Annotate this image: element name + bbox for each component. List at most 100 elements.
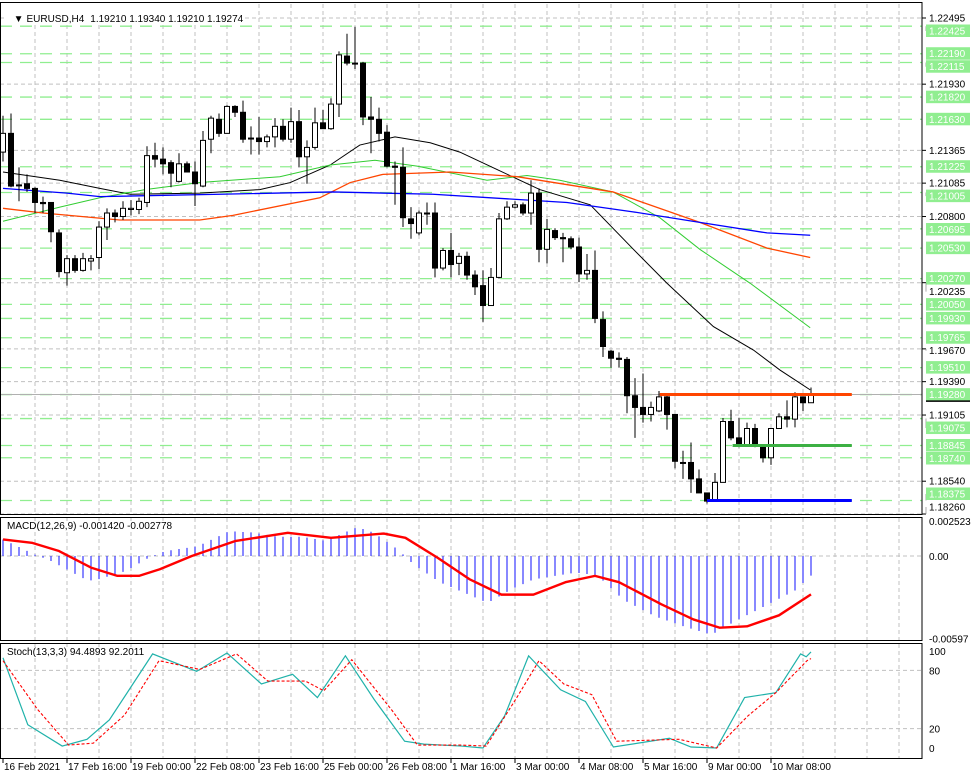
bull-candle-body — [512, 204, 518, 208]
price-level-label-bg — [926, 298, 970, 311]
support-resistance-lines[interactable] — [659, 393, 852, 503]
bear-candle-body — [72, 258, 78, 271]
bear-candle-body — [256, 137, 262, 143]
bear-candle-body — [24, 183, 30, 189]
bear-candle-body — [152, 155, 158, 160]
bull-candle-body — [680, 461, 686, 464]
bear-candle-body — [448, 249, 454, 266]
price-level-label: 1.20695 — [929, 225, 966, 236]
bear-candle-body — [600, 319, 606, 348]
bull-candle-body — [352, 62, 358, 65]
stoch-axis-label: 20 — [929, 725, 941, 736]
bear-candle-body — [344, 55, 350, 64]
bear-candle-body — [232, 105, 238, 113]
bear-candle-body — [760, 445, 766, 459]
bull-candle-body — [248, 137, 254, 140]
bear-candle-body — [184, 163, 190, 173]
bull-candle-body — [336, 54, 342, 105]
bull-candle-body — [304, 146, 310, 158]
price-tick-label: 1.20235 — [929, 287, 966, 298]
bull-candle-body — [744, 428, 750, 447]
bear-candle-body — [56, 232, 62, 273]
price-tick-label: 1.22495 — [929, 14, 966, 25]
bear-candle-body — [296, 121, 302, 158]
price-level-label: 1.19930 — [929, 314, 966, 325]
bull-candle-body — [712, 481, 718, 502]
bull-candle-body — [224, 105, 230, 134]
price-level-label-bg — [926, 388, 970, 401]
price-level-label-bg — [926, 241, 970, 255]
bear-candle-body — [616, 357, 622, 360]
bear-candle-body — [192, 171, 198, 185]
stoch-signal-line — [2, 653, 812, 749]
macd-axis-label: 0.00 — [929, 552, 949, 563]
bull-candle-body — [136, 200, 142, 210]
bull-candle-body — [120, 207, 126, 218]
macd-axis-label: -0.00597 — [929, 634, 969, 645]
menu-arrow-icon[interactable]: ▼ — [13, 14, 24, 25]
bear-candle-body — [536, 192, 542, 250]
price-level-label: 1.22115 — [929, 62, 965, 73]
price-level-label-bg — [926, 223, 970, 236]
price-level-label-bg — [926, 24, 970, 37]
bull-candle-body — [96, 226, 102, 259]
price-tick-label: 1.21930 — [929, 80, 966, 91]
bull-candle-body — [272, 125, 278, 138]
price-level-label: 1.22190 — [929, 49, 966, 60]
bull-candle-body — [808, 394, 814, 404]
bull-candle-body — [104, 212, 110, 228]
ma-orange-line — [2, 171, 811, 259]
price-axis[interactable]: 0.002523 0.00 -0.00597 100 80 20 0 1.22495 1.224… — [922, 14, 971, 756]
symbol-label: EURUSD,H4 — [26, 14, 85, 25]
price-level-label-bg — [926, 272, 970, 285]
time-label: 23 Feb 16:00 — [260, 762, 319, 773]
bull-candle-body — [424, 212, 430, 215]
bear-candle-body — [480, 285, 486, 307]
price-level-label: 1.22425 — [929, 27, 966, 38]
bear-candle-body — [48, 201, 54, 233]
bear-candle-body — [400, 166, 406, 219]
bull-candle-body — [768, 428, 774, 459]
bull-candle-body — [88, 258, 94, 262]
candles — [0, 26, 814, 504]
price-tick-label: 1.19670 — [929, 346, 966, 357]
price-tick-label: 1.18260 — [929, 503, 966, 514]
price-level-label: 1.19765 — [929, 333, 966, 344]
panel-frame — [0, 643, 923, 759]
price-tick-label: 1.21085 — [929, 179, 966, 190]
bull-candle-body — [144, 155, 150, 203]
panel-frame — [0, 517, 923, 641]
price-level-label: 1.21820 — [929, 93, 966, 104]
bear-candle-body — [160, 158, 166, 165]
bull-candle-body — [488, 276, 494, 307]
bear-candle-body — [592, 269, 598, 319]
bear-candle-body — [752, 428, 758, 447]
bear-candle-body — [32, 187, 38, 203]
bear-candle-body — [40, 201, 46, 205]
bear-candle-body — [432, 212, 438, 269]
chart-title[interactable]: ▼ EURUSD,H4 1.19210 1.19340 1.19210 1.1927… — [6, 3, 246, 25]
bear-candle-body — [472, 274, 478, 288]
bear-candle-body — [688, 461, 694, 480]
bear-candle-body — [632, 395, 638, 408]
price-level-label: 1.20270 — [929, 274, 966, 285]
price-level-label-bg — [926, 112, 970, 126]
bear-candle-body — [112, 212, 118, 218]
price-tick-label: 1.19105 — [929, 411, 966, 422]
bull-candle-body — [288, 121, 294, 140]
bear-candle-body — [552, 230, 558, 239]
time-axis[interactable]: 16 Feb 2021 17 Feb 16:00 19 Feb 00:00 22 Fe… — [2, 758, 831, 773]
time-label: 5 Mar 16:00 — [644, 762, 698, 773]
bear-candle-body — [520, 204, 526, 214]
ma-blue-line — [2, 187, 811, 236]
price-level-label-bg — [926, 438, 970, 452]
ma-black-line — [2, 136, 811, 391]
bull-candle-body — [176, 163, 182, 182]
bear-candle-body — [280, 125, 286, 140]
bear-candle-body — [392, 165, 398, 168]
bull-candle-body — [544, 228, 550, 250]
bear-candle-body — [464, 255, 470, 276]
macd-panel — [0, 528, 922, 634]
bear-candle-body — [608, 350, 614, 359]
